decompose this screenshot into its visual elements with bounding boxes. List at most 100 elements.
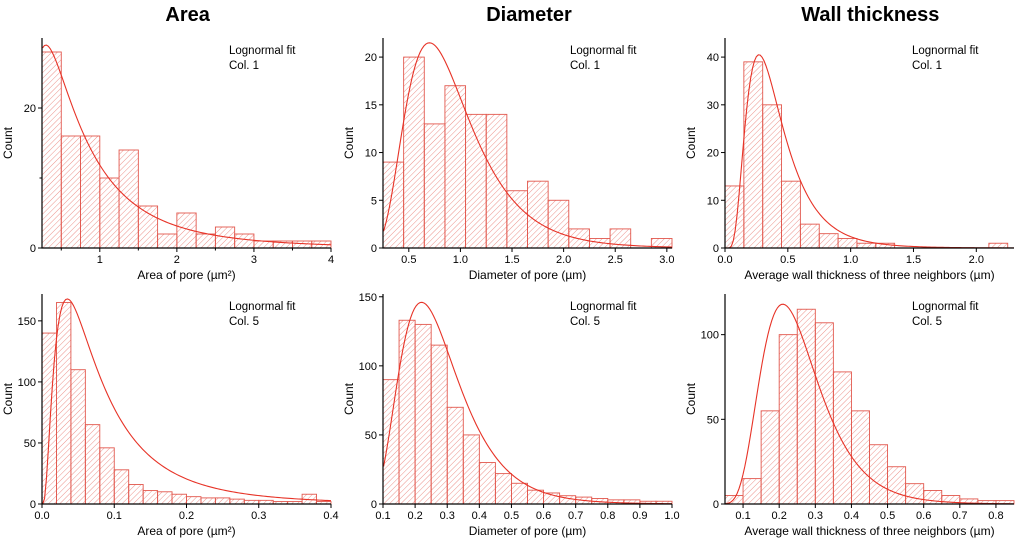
svg-text:0.9: 0.9 [633,510,648,522]
svg-text:0.3: 0.3 [440,510,455,522]
svg-text:4: 4 [328,254,334,266]
svg-text:1.5: 1.5 [505,254,520,266]
svg-text:100: 100 [359,361,377,373]
column-titles: Area Diameter Wall thickness [0,0,1024,30]
x-axis-label: Diameter of pore (µm) [469,268,587,282]
x-axis-label: Area of pore (µm²) [137,524,235,538]
svg-text:10: 10 [365,148,377,160]
svg-text:0.2: 0.2 [771,510,786,522]
svg-text:0.0: 0.0 [34,510,49,522]
svg-text:0.5: 0.5 [780,254,795,266]
svg-text:20: 20 [706,148,718,160]
y-axis-label: Count [1,126,15,159]
svg-text:0.8: 0.8 [988,510,1003,522]
chart-svg-area-col5: 0.0 0.1 0.2 0.3 0.4 0 50 100 150 Area of pore (µm… [1,294,339,538]
svg-text:15: 15 [365,100,377,112]
svg-text:0.1: 0.1 [735,510,750,522]
svg-text:1: 1 [97,254,103,266]
svg-text:0.0: 0.0 [717,254,732,266]
svg-text:0.4: 0.4 [472,510,487,522]
svg-text:5: 5 [371,195,377,207]
svg-text:0.7: 0.7 [952,510,967,522]
y-axis-label: Count [684,126,698,159]
legend-line-1: Lognormal fit [229,45,296,57]
svg-text:3: 3 [251,254,257,266]
legend-line-2: Col. 1 [229,60,259,72]
legend-line-1: Lognormal fit [229,301,296,313]
legend-line-2: Col. 1 [912,60,942,72]
y-axis-label: Count [342,126,356,159]
chart-area-col5: 0.0 0.1 0.2 0.3 0.4 0 50 100 150 Area of pore (µm… [0,286,341,542]
svg-text:40: 40 [706,52,718,64]
y-axis-label: Count [1,382,15,415]
x-axis-label: Average wall thickness of three neighbor… [744,268,994,282]
chart-wall-col1: 0.0 0.5 1.0 1.5 2.0 0 10 20 30 40 Average wall thi… [683,30,1024,286]
svg-text:0.2: 0.2 [179,510,194,522]
svg-text:2.5: 2.5 [608,254,623,266]
svg-text:100: 100 [700,330,718,342]
legend-line-1: Lognormal fit [570,301,637,313]
chart-svg-diameter-col1: 0.5 1.0 1.5 2.0 2.5 3.0 0 5 10 15 20 Diameter of po… [342,38,675,282]
column-title-diameter: Diameter [486,3,572,26]
svg-text:50: 50 [706,414,718,426]
svg-text:0.3: 0.3 [251,510,266,522]
y-axis-label: Count [342,382,356,415]
charts-grid: 1 2 3 4 0 20 Area of pore (µm²) Count Lognormal … [0,30,1024,542]
svg-text:2: 2 [174,254,180,266]
svg-text:10: 10 [706,195,718,207]
chart-svg-wall-col5: 0.1 0.2 0.3 0.4 0.5 0.6 0.7 0.8 0 50 100 Average wa… [684,294,1015,538]
chart-area-col1: 1 2 3 4 0 20 Area of pore (µm²) Count Lognormal … [0,30,341,286]
x-axis-label: Diameter of pore (µm) [469,524,587,538]
svg-text:50: 50 [24,438,36,450]
chart-svg-wall-col1: 0.0 0.5 1.0 1.5 2.0 0 10 20 30 40 Average wall thi… [684,38,1014,282]
svg-text:0.5: 0.5 [504,510,519,522]
svg-text:0: 0 [30,499,36,511]
legend-line-2: Col. 5 [912,316,942,328]
svg-text:0.8: 0.8 [600,510,615,522]
x-axis-label: Average wall thickness of three neighbor… [744,524,994,538]
svg-text:0: 0 [371,499,377,511]
svg-text:2.0: 2.0 [556,254,571,266]
svg-text:0: 0 [371,243,377,255]
y-axis-label: Count [684,382,698,415]
svg-text:0.5: 0.5 [880,510,895,522]
svg-text:30: 30 [706,100,718,112]
svg-text:0.4: 0.4 [843,510,858,522]
column-title-wall-thickness: Wall thickness [801,3,940,26]
x-axis-label: Area of pore (µm²) [137,268,235,282]
svg-text:1.0: 1.0 [453,254,468,266]
svg-text:20: 20 [365,52,377,64]
chart-svg-diameter-col5: 0.1 0.2 0.3 0.4 0.5 0.6 0.7 0.8 0.9 1.0 0 50 100 150 D… [342,292,680,538]
chart-wall-col5: 0.1 0.2 0.3 0.4 0.5 0.6 0.7 0.8 0 50 100 Average wa… [683,286,1024,542]
svg-text:20: 20 [24,103,36,115]
legend-line-2: Col. 5 [570,316,600,328]
column-title-area: Area [165,3,210,26]
legend-line-1: Lognormal fit [912,45,979,57]
svg-text:1.0: 1.0 [843,254,858,266]
svg-text:0.3: 0.3 [807,510,822,522]
svg-text:2.0: 2.0 [968,254,983,266]
svg-text:0.6: 0.6 [916,510,931,522]
legend-line-2: Col. 5 [229,316,259,328]
svg-text:0.6: 0.6 [536,510,551,522]
svg-text:3.0: 3.0 [660,254,675,266]
svg-text:150: 150 [359,292,377,304]
legend-line-1: Lognormal fit [570,45,637,57]
svg-text:0: 0 [713,499,719,511]
svg-text:0.2: 0.2 [408,510,423,522]
svg-text:0: 0 [713,243,719,255]
svg-text:100: 100 [18,377,36,389]
chart-diameter-col5: 0.1 0.2 0.3 0.4 0.5 0.6 0.7 0.8 0.9 1.0 0 50 100 150 D… [341,286,682,542]
svg-text:0.4: 0.4 [323,510,338,522]
svg-text:0: 0 [30,243,36,255]
svg-text:0.1: 0.1 [107,510,122,522]
legend-line-1: Lognormal fit [912,301,979,313]
svg-text:50: 50 [365,430,377,442]
svg-text:1.0: 1.0 [665,510,680,522]
chart-svg-area-col1: 1 2 3 4 0 20 Area of pore (µm²) Count Lognormal … [1,38,334,282]
chart-diameter-col1: 0.5 1.0 1.5 2.0 2.5 3.0 0 5 10 15 20 Diameter of po… [341,30,682,286]
svg-text:0.1: 0.1 [376,510,391,522]
svg-text:0.7: 0.7 [568,510,583,522]
svg-text:0.5: 0.5 [401,254,416,266]
